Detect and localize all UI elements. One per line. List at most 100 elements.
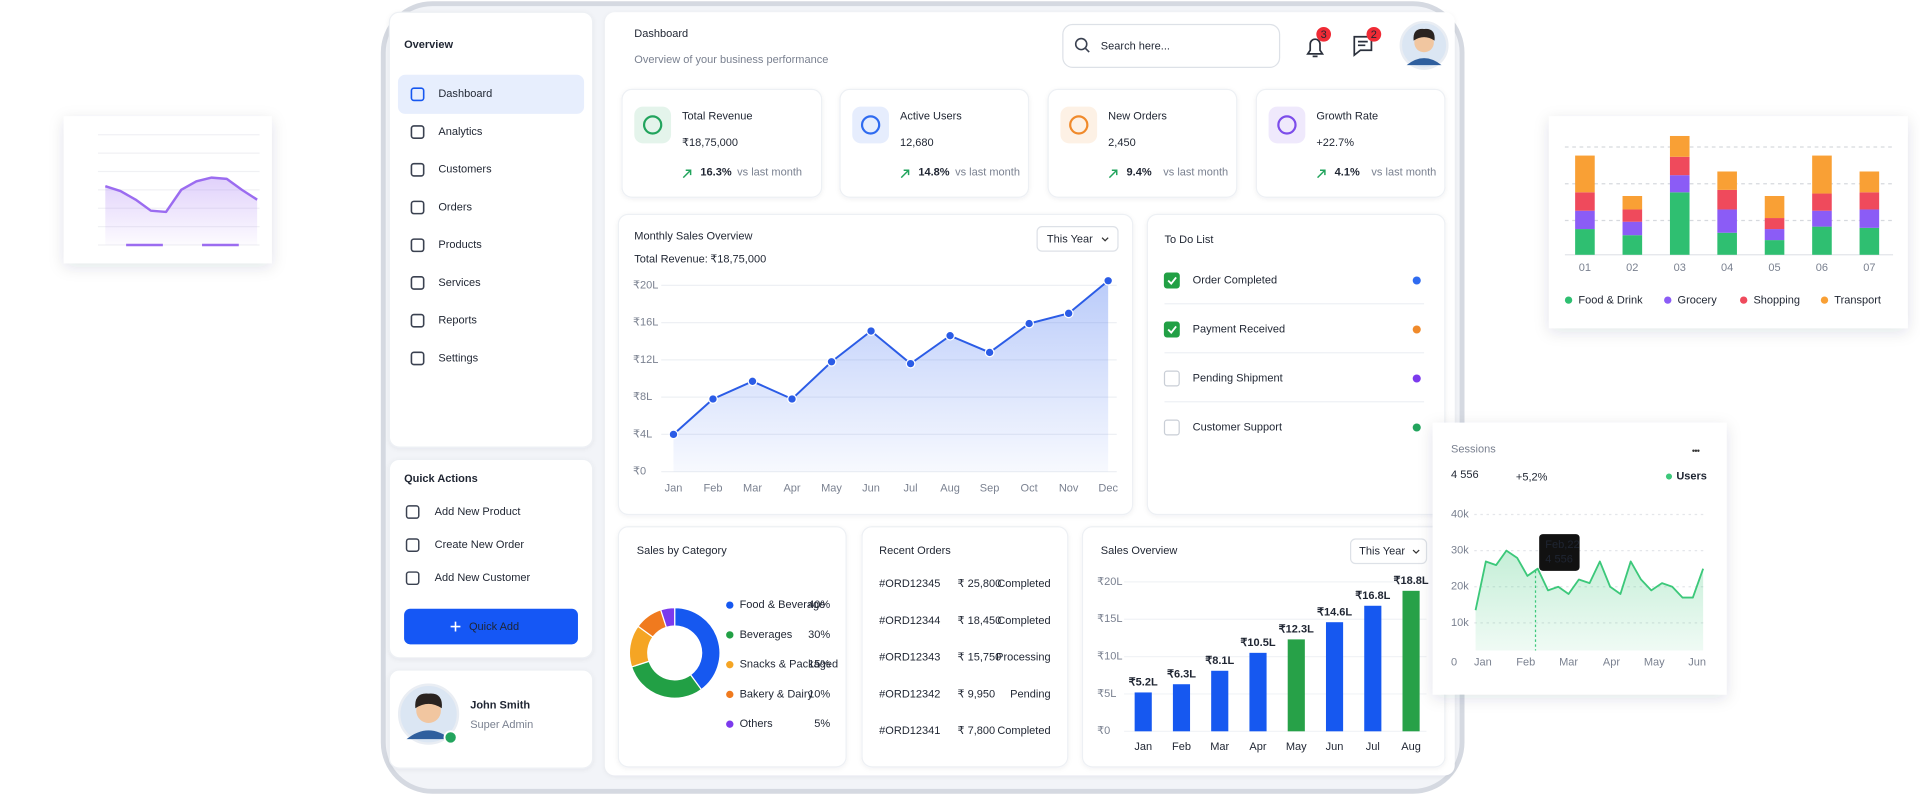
menu-icon [410, 87, 425, 102]
menu-item[interactable]: Settings [438, 352, 478, 364]
point [747, 376, 758, 387]
search-icon [1074, 37, 1088, 51]
bar-value-label: ₹16.8L [1355, 590, 1390, 602]
legend-label: Snacks & Packaged [740, 659, 839, 671]
quick-action[interactable]: Create New Order [435, 539, 525, 551]
y-tick-label: 30k [1451, 545, 1469, 557]
checkbox[interactable] [1163, 419, 1180, 436]
point [1063, 308, 1074, 319]
orders-card [861, 526, 1069, 768]
period-dropdown[interactable] [1036, 226, 1119, 252]
quick-action[interactable]: Add New Product [435, 506, 521, 518]
stat-icon-bg [1060, 106, 1098, 144]
legend-label: Users [1676, 470, 1707, 482]
stacked-segment [1575, 210, 1595, 230]
total-label: Total Revenue: [634, 254, 707, 266]
menu-item[interactable]: Services [438, 277, 481, 289]
menu-item[interactable]: Products [438, 239, 482, 251]
quick-add-label: Quick Add [469, 621, 519, 633]
more-dot[interactable] [1692, 449, 1695, 453]
stat-card [621, 88, 823, 198]
more-dot[interactable] [1697, 449, 1700, 453]
mini-area [105, 177, 258, 245]
bar-value-label: ₹6.3L [1167, 668, 1196, 680]
order-status: Completed [997, 725, 1050, 737]
notification-count: 3 [1321, 29, 1327, 41]
x-tick-label: Feb [1172, 741, 1191, 753]
stat-change: 4.1% [1335, 167, 1360, 179]
legend-dot [1740, 296, 1748, 304]
menu-icon [410, 276, 425, 290]
todo-item: Payment Received [1193, 323, 1285, 335]
stat-value: 2,450 [1108, 137, 1136, 149]
value-label: 15% [808, 659, 830, 671]
search-icon-handle [1084, 47, 1090, 53]
point [905, 358, 916, 369]
x-tick-label: Jul [904, 483, 918, 495]
legend-label: Food & Beverage [740, 599, 826, 611]
checkbox[interactable] [1163, 370, 1180, 387]
point [787, 394, 797, 404]
donut-slice [659, 606, 676, 629]
x-tick-label: Oct [1021, 483, 1038, 495]
avatar [397, 683, 460, 745]
stat-value: +22.7% [1316, 137, 1354, 149]
trend-arrow [1108, 169, 1118, 179]
stacked-segment [1859, 209, 1880, 228]
todo-item: Customer Support [1193, 421, 1282, 433]
point [866, 326, 876, 336]
message-count: 2 [1371, 29, 1377, 41]
bar [1325, 622, 1344, 732]
stat-card [1047, 88, 1238, 198]
more-dot[interactable] [1694, 449, 1698, 453]
menu-item[interactable]: Analytics [438, 126, 483, 138]
x-tick-label: Jan [1134, 741, 1152, 753]
stacked-segment [1764, 229, 1785, 241]
order-id: #ORD12345 [879, 578, 940, 590]
chart-title: Monthly Sales Overview [634, 230, 752, 242]
legend-label: Grocery [1678, 295, 1718, 307]
avatar-hair [1413, 28, 1435, 41]
checkbox[interactable] [1163, 272, 1180, 289]
value-label: 5% [814, 718, 830, 730]
menu-item[interactable]: Dashboard [438, 88, 492, 100]
x-tick-label: Mar [743, 483, 762, 495]
point [1103, 275, 1114, 286]
stacked-segment [1717, 209, 1737, 233]
legend-label: Shopping [1753, 295, 1800, 307]
menu-item[interactable]: Orders [438, 201, 472, 213]
order-amount: ₹ 25,800 [958, 578, 1002, 590]
y-tick-label: ₹4L [633, 428, 652, 440]
stat-icon [860, 115, 881, 135]
todo-dot [1412, 325, 1421, 334]
x-tick-label: 07 [1863, 262, 1875, 274]
stat-label: New Orders [1108, 110, 1167, 122]
period-label: This Year [1047, 233, 1093, 245]
stacked-segment [1669, 135, 1690, 157]
stat-card [1255, 88, 1446, 198]
y-tick-label: 0 [1451, 657, 1457, 669]
stacked-segment [1764, 195, 1785, 219]
search-box[interactable] [1062, 23, 1281, 68]
user-name: John Smith [470, 699, 530, 711]
sidebar-title: Overview [404, 39, 453, 51]
menu-item[interactable]: Reports [438, 315, 477, 327]
page-subtitle: Overview of your business performance [634, 54, 828, 66]
checkbox[interactable] [1163, 321, 1180, 338]
stacked-segment [1812, 210, 1832, 227]
x-tick-label: 05 [1768, 262, 1780, 274]
period-dropdown[interactable] [1350, 538, 1428, 565]
quick-add-button[interactable] [404, 608, 578, 645]
sessions-change: +5,2% [1516, 472, 1548, 484]
stat-icon [642, 115, 663, 135]
tooltip [1539, 534, 1580, 571]
menu-item[interactable]: Customers [438, 164, 492, 176]
quick-action[interactable]: Add New Customer [435, 572, 531, 584]
stat-icon-bg [852, 106, 889, 144]
action-icon [405, 538, 420, 552]
order-id: #ORD12343 [879, 652, 940, 664]
stat-note: vs last month [1371, 167, 1436, 179]
stacked-segment [1669, 175, 1690, 193]
bell-icon[interactable] [1306, 38, 1325, 58]
x-tick-label: Nov [1059, 483, 1079, 495]
